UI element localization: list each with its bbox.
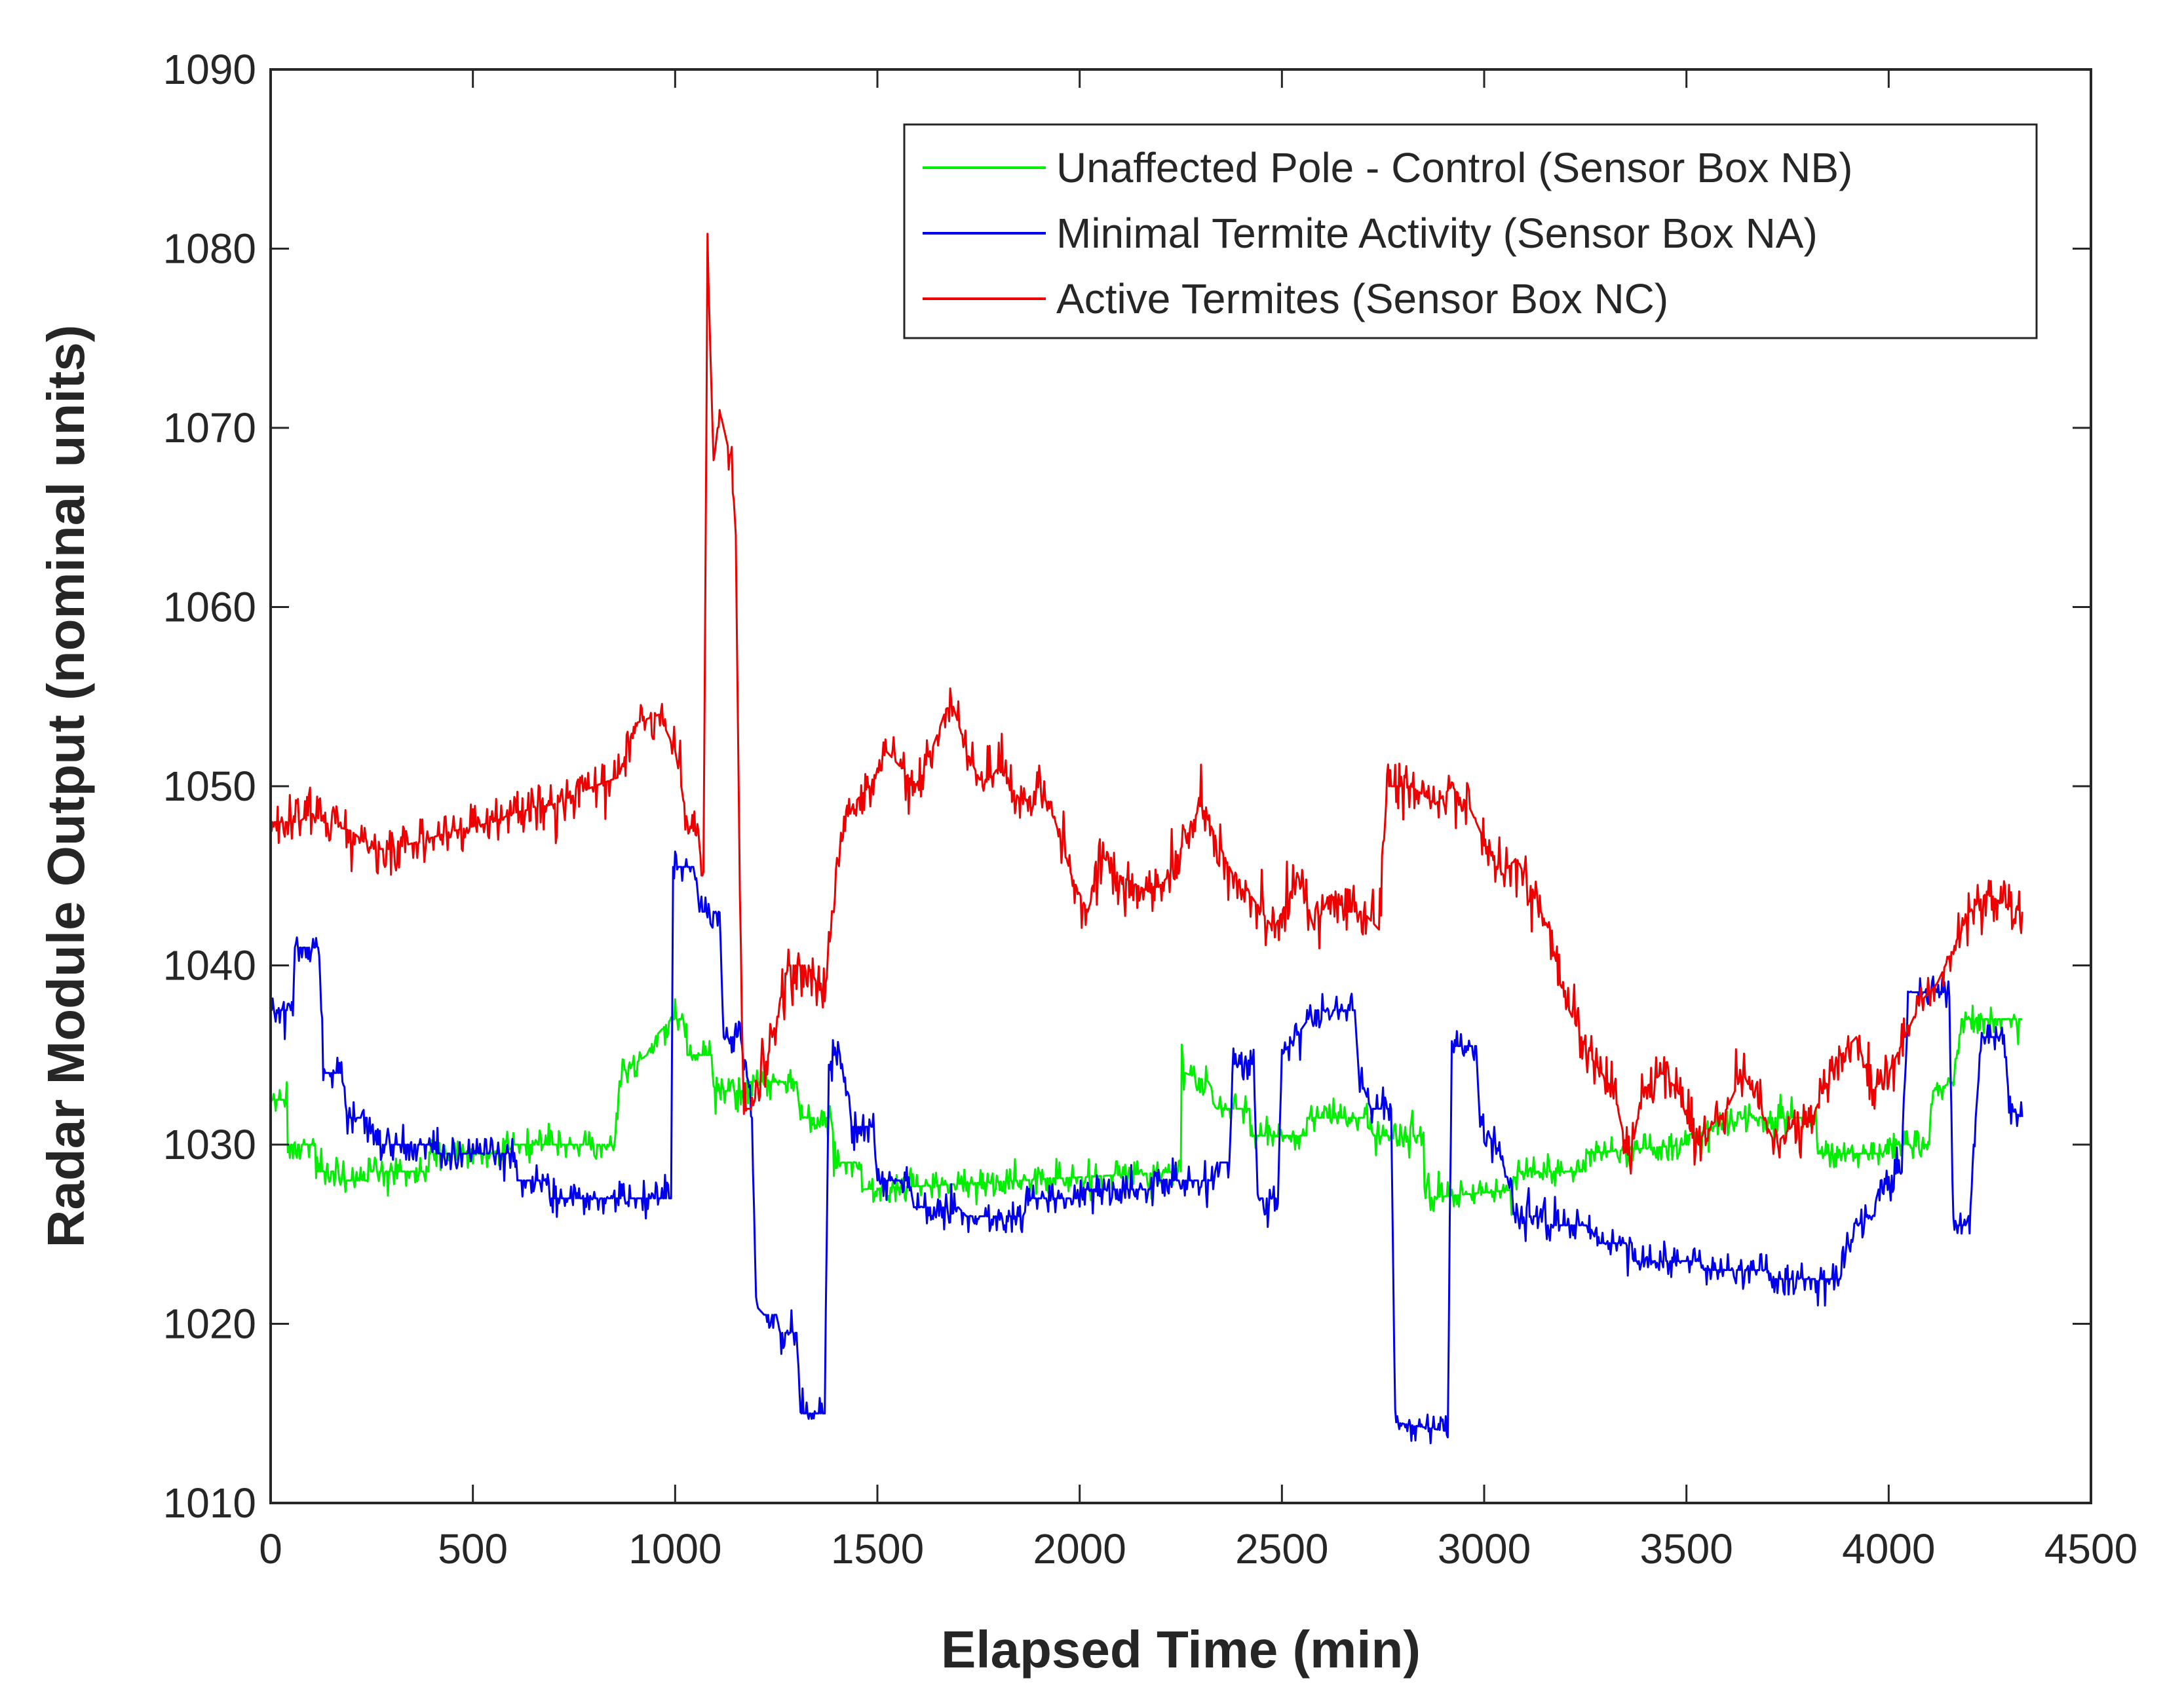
series-line bbox=[269, 233, 2023, 1175]
x-tick-label: 1500 bbox=[831, 1525, 924, 1572]
legend-label-control: Unaffected Pole - Control (Sensor Box NB… bbox=[1056, 144, 1852, 191]
legend-label-minimal: Minimal Termite Activity (Sensor Box NA) bbox=[1056, 210, 1818, 257]
y-tick-label: 1040 bbox=[163, 942, 256, 989]
legend: Unaffected Pole - Control (Sensor Box NB… bbox=[903, 123, 2038, 339]
x-tick-label: 3000 bbox=[1438, 1525, 1531, 1572]
y-tick-label: 1010 bbox=[163, 1479, 256, 1527]
x-axis-title: Elapsed Time (min) bbox=[941, 1620, 1421, 1679]
y-tick-label: 1020 bbox=[163, 1301, 256, 1348]
y-tick-label: 1070 bbox=[163, 404, 256, 451]
series-layer bbox=[269, 233, 2023, 1445]
x-tick-label: 4000 bbox=[1842, 1525, 1935, 1572]
y-tick-label: 1050 bbox=[163, 763, 256, 810]
y-tick-label: 1060 bbox=[163, 584, 256, 631]
legend-label-active: Active Termites (Sensor Box NC) bbox=[1056, 275, 1668, 322]
x-tick-label: 1000 bbox=[628, 1525, 721, 1572]
x-tick-label: 0 bbox=[259, 1525, 282, 1572]
x-tick-label: 2500 bbox=[1235, 1525, 1328, 1572]
x-tick-label: 4500 bbox=[2044, 1525, 2137, 1572]
y-axis-title: Radar Module Output (nominal units) bbox=[37, 325, 95, 1248]
x-tick-label: 3500 bbox=[1639, 1525, 1733, 1572]
y-tick-label: 1080 bbox=[163, 225, 256, 273]
y-tick-label: 1030 bbox=[163, 1121, 256, 1168]
x-tick-label: 2000 bbox=[1033, 1525, 1126, 1572]
axis-ticks: 0 500 1000 1500 2000 2500 3000 3500 4000 4500 1010… bbox=[163, 46, 2138, 1572]
series-line bbox=[269, 850, 2023, 1445]
series-line bbox=[269, 998, 2023, 1216]
x-tick-label: 500 bbox=[438, 1525, 508, 1572]
legend-box bbox=[903, 123, 2038, 339]
y-tick-label: 1090 bbox=[163, 46, 256, 93]
